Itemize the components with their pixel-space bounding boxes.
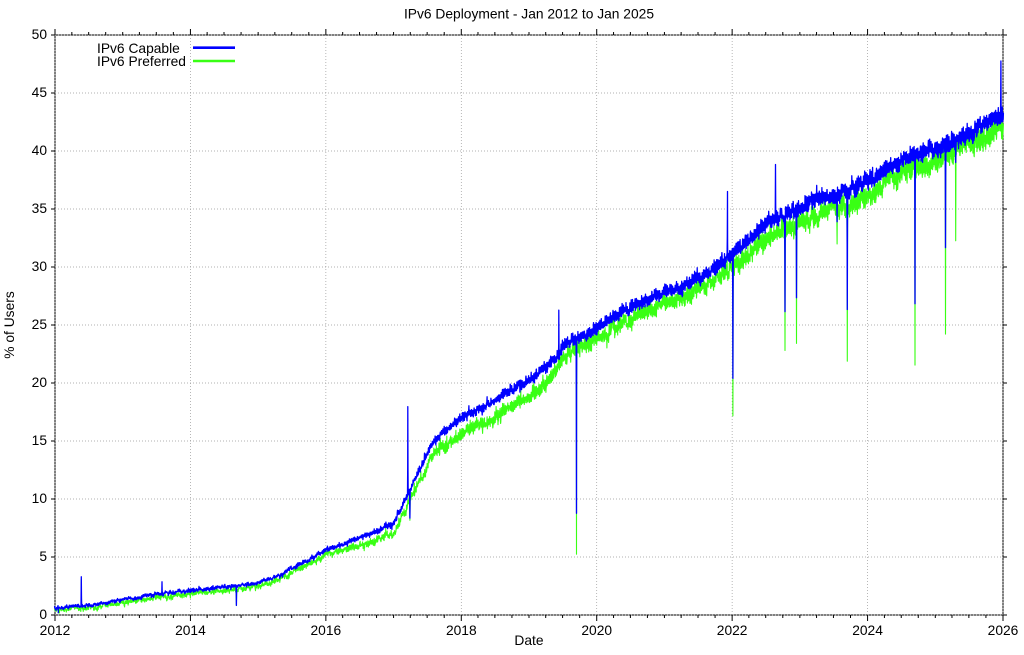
svg-text:25: 25 <box>32 317 48 332</box>
svg-text:15: 15 <box>32 433 48 448</box>
svg-text:% of Users: % of Users <box>2 291 17 359</box>
svg-text:2018: 2018 <box>446 623 477 638</box>
svg-text:0: 0 <box>39 607 47 622</box>
svg-text:2016: 2016 <box>311 623 342 638</box>
svg-text:2024: 2024 <box>852 623 883 638</box>
svg-text:10: 10 <box>32 491 48 506</box>
svg-text:2020: 2020 <box>581 623 612 638</box>
svg-text:20: 20 <box>32 375 48 390</box>
svg-text:2014: 2014 <box>175 623 206 638</box>
svg-text:IPv6 Deployment - Jan 2012 to: IPv6 Deployment - Jan 2012 to Jan 2025 <box>404 7 654 22</box>
svg-text:2022: 2022 <box>717 623 748 638</box>
svg-text:40: 40 <box>32 143 48 158</box>
svg-text:45: 45 <box>32 85 48 100</box>
svg-text:35: 35 <box>32 201 48 216</box>
svg-text:Date: Date <box>514 633 543 648</box>
svg-text:IPv6 Preferred: IPv6 Preferred <box>97 54 186 69</box>
svg-text:50: 50 <box>32 27 48 42</box>
svg-text:5: 5 <box>39 549 47 564</box>
svg-text:2012: 2012 <box>40 623 71 638</box>
svg-text:30: 30 <box>32 259 48 274</box>
svg-text:2026: 2026 <box>988 623 1019 638</box>
